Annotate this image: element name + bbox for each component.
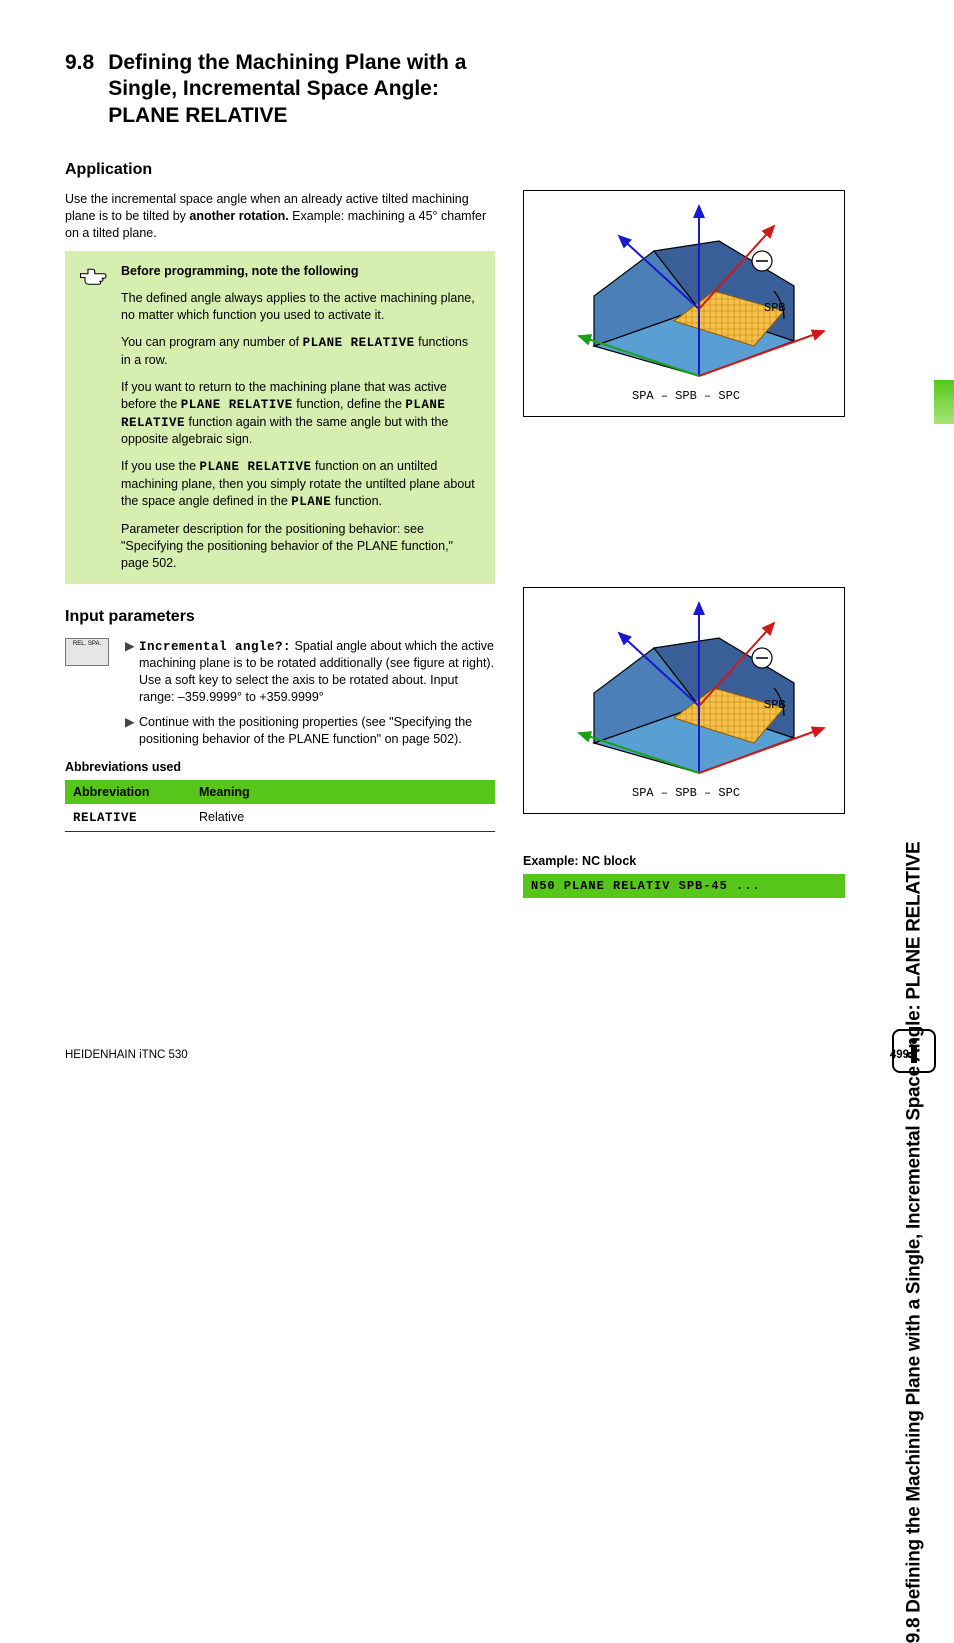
diagram-caption: SPA – SPB – SPC <box>632 786 740 800</box>
left-column: 9.8 Defining the Machining Plane with a … <box>65 50 495 898</box>
note-p5: Parameter description for the positionin… <box>121 521 481 572</box>
note-icon-col <box>79 263 111 571</box>
param-item: ▶ Continue with the positioning properti… <box>65 714 495 748</box>
side-running-header: 9.8 Defining the Machining Plane with a … <box>904 842 926 1643</box>
note-text: Before programming, note the following T… <box>121 263 481 571</box>
page: 9.8 Defining the Machining Plane with a … <box>0 0 954 1091</box>
figure-2: SPB SPA – SPB – SPC <box>523 587 845 814</box>
params-heading: Input parameters <box>65 608 495 626</box>
param-item: REL. SPA. ▶ Incremental angle?: Spatial … <box>65 638 495 707</box>
spb-label: SPB <box>764 301 786 315</box>
figure-1: SPB SPA – SPB – SPC <box>523 190 845 417</box>
triangle-bullet-icon: ▶ <box>125 638 139 707</box>
side-accent-bar <box>934 380 954 424</box>
diagram-caption: SPA – SPB – SPC <box>632 389 740 403</box>
note-p2: You can program any number of PLANE RELA… <box>121 334 481 369</box>
note-p4: If you use the PLANE RELATIVE function o… <box>121 458 481 511</box>
abbr-cell: Relative <box>191 804 495 832</box>
table-row: Abbreviation Meaning <box>65 780 495 804</box>
softkey-col: REL. SPA. <box>65 638 125 707</box>
table-row: RELATIVE Relative <box>65 804 495 832</box>
abbr-h2: Meaning <box>191 780 495 804</box>
abbr-h1: Abbreviation <box>65 780 191 804</box>
section-title-text: Defining the Machining Plane with a Sing… <box>108 50 495 129</box>
softkey-rel-spa[interactable]: REL. SPA. <box>65 638 109 666</box>
application-intro: Use the incremental space angle when an … <box>65 191 495 242</box>
spb-label: SPB <box>764 698 786 712</box>
param-text: Continue with the positioning properties… <box>139 714 495 748</box>
note-title: Before programming, note the following <box>121 264 359 278</box>
page-footer: HEIDENHAIN iTNC 530 499 <box>65 1049 909 1061</box>
content-columns: 9.8 Defining the Machining Plane with a … <box>65 50 909 898</box>
param-list: REL. SPA. ▶ Incremental angle?: Spatial … <box>65 638 495 748</box>
footer-product: HEIDENHAIN iTNC 530 <box>65 1049 188 1061</box>
section-heading: 9.8 Defining the Machining Plane with a … <box>65 50 495 129</box>
example-code: N50 PLANE RELATIV SPB-45 ... <box>523 874 845 898</box>
note-p1: The defined angle always applies to the … <box>121 290 481 324</box>
param-text: Incremental angle?: Spatial angle about … <box>139 638 495 707</box>
pointing-hand-icon <box>79 278 109 292</box>
info-icon <box>892 1029 936 1073</box>
abbr-cell: RELATIVE <box>73 811 137 825</box>
application-heading: Application <box>65 161 495 179</box>
triangle-bullet-icon: ▶ <box>125 714 139 748</box>
right-column: SPB SPA – SPB – SPC <box>523 50 845 898</box>
section-number: 9.8 <box>65 50 94 129</box>
abbr-title: Abbreviations used <box>65 760 495 774</box>
abbr-table: Abbreviation Meaning RELATIVE Relative <box>65 780 495 832</box>
note-p3: If you want to return to the machining p… <box>121 379 481 449</box>
example-title: Example: NC block <box>523 854 845 868</box>
note-box: Before programming, note the following T… <box>65 251 495 583</box>
